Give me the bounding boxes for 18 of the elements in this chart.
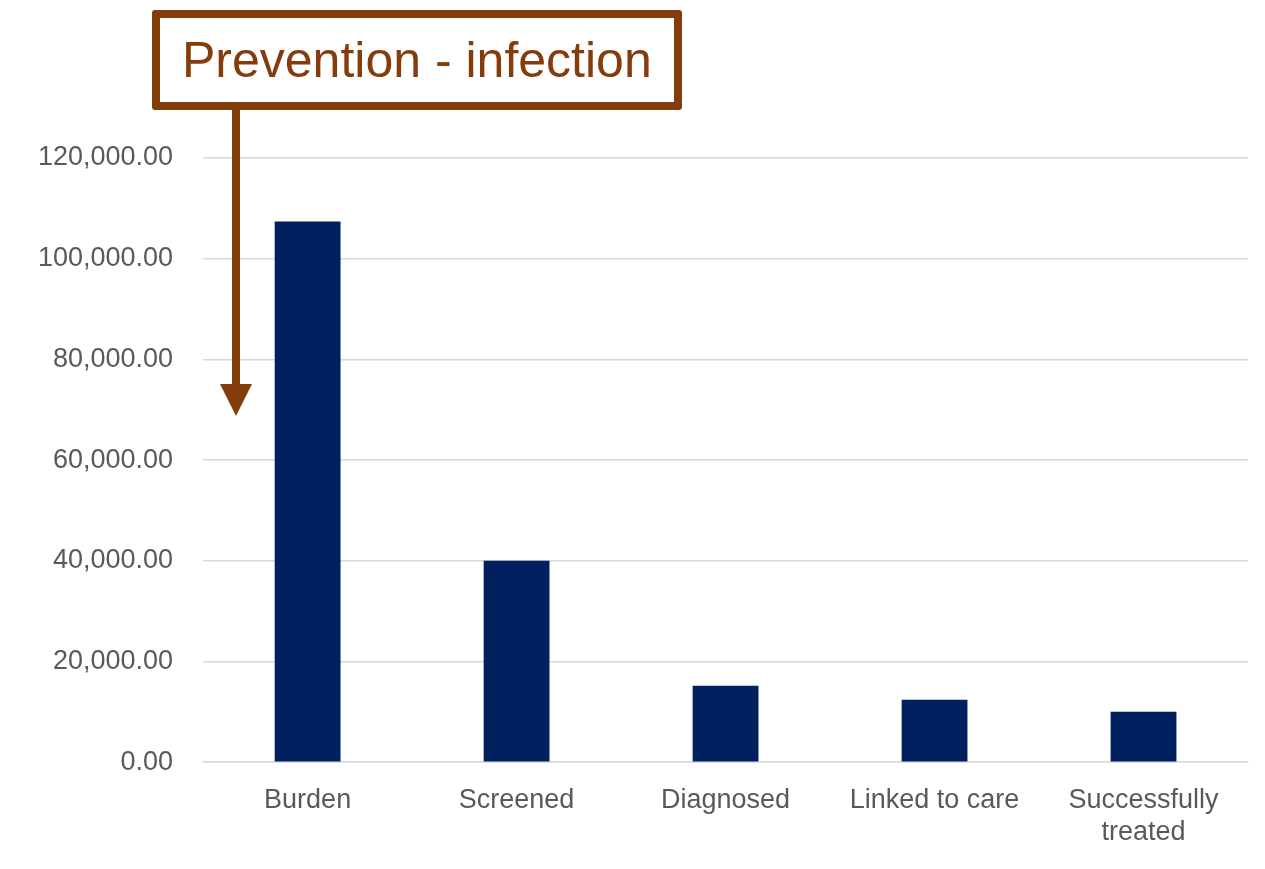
x-tick-label: Successfully treated xyxy=(1068,783,1220,847)
bar xyxy=(483,560,550,762)
y-tick-label: 0.00 xyxy=(120,745,174,776)
bar xyxy=(901,699,968,762)
bar xyxy=(274,221,341,762)
y-tick-label: 100,000.00 xyxy=(37,242,174,273)
x-tick-label: Screened xyxy=(458,783,575,814)
x-tick-label: Diagnosed xyxy=(661,783,791,814)
y-tick-label: 60,000.00 xyxy=(53,443,174,474)
y-tick-label: 40,000.00 xyxy=(53,544,174,575)
y-tick-label: 20,000.00 xyxy=(53,644,174,675)
bar xyxy=(692,685,759,762)
text: Prevention - infection xyxy=(152,10,682,110)
y-tick-label: 120,000.00 xyxy=(37,141,174,172)
bar xyxy=(1110,711,1177,762)
x-tick-label: Burden xyxy=(264,783,352,814)
y-tick-label: 80,000.00 xyxy=(53,342,174,373)
x-tick-label: Linked to care xyxy=(849,783,1020,814)
